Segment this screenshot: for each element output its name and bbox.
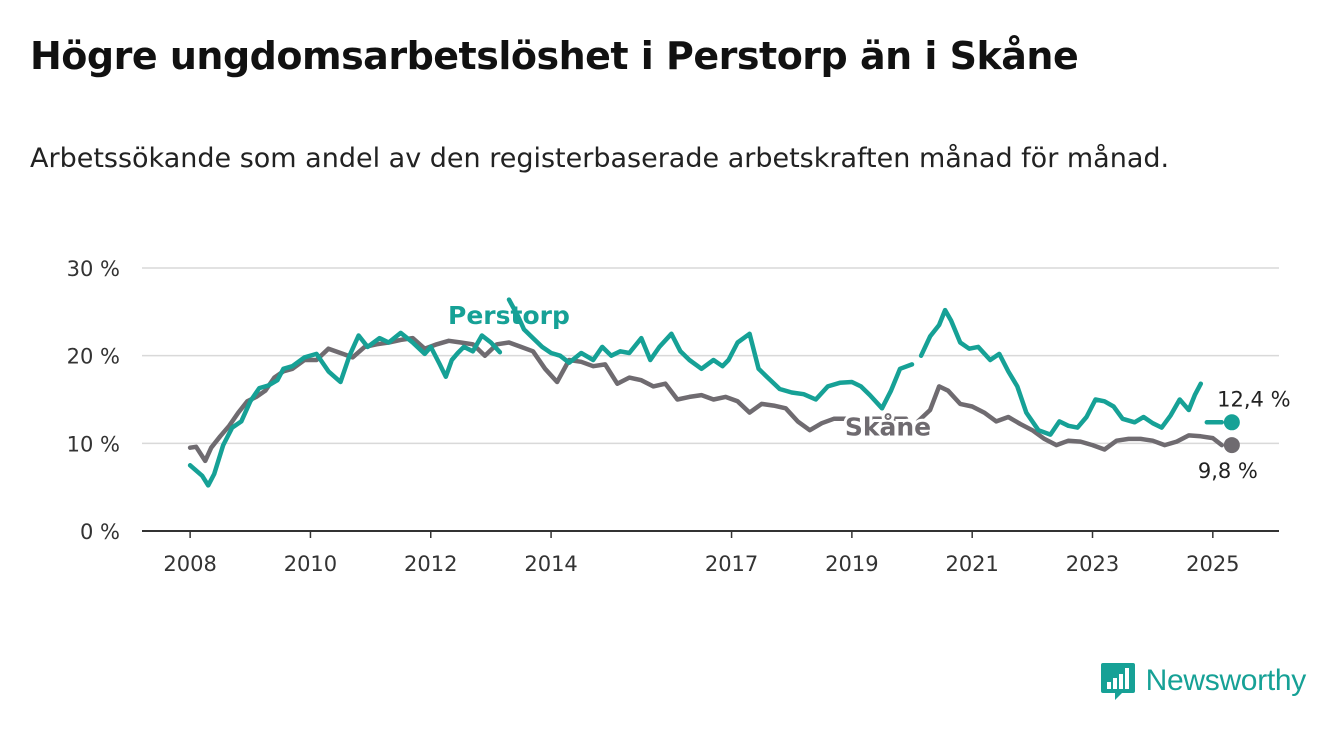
y-tick-label: 20 % — [67, 345, 120, 369]
series-line-skne — [187, 335, 1225, 464]
x-tick-label: 2025 — [1186, 552, 1239, 576]
brand-name: Newsworthy — [1145, 664, 1307, 697]
x-tick-label: 2017 — [705, 552, 758, 576]
series-lines — [187, 297, 1240, 488]
y-tick-label: 0 % — [80, 520, 120, 544]
x-tick-label: 2008 — [163, 552, 216, 576]
y-tick-label: 10 % — [67, 432, 120, 456]
end-value-label-perstorp: 12,4 % — [1217, 387, 1290, 411]
series-label-skane: Skåne — [845, 412, 931, 441]
end-point-marker — [1223, 414, 1240, 431]
chart-title: Högre ungdomsarbetslöshet i Perstorp än … — [30, 34, 1079, 78]
x-tick-label: 2021 — [945, 552, 998, 576]
line-chart: 0 % 10 % 20 % 30 % 2008 2010 2012 2014 2017 2019… — [67, 257, 1291, 576]
series-labels: Perstorp Skåne 12,4 % 9,8 % — [448, 301, 1290, 483]
x-tick-label: 2010 — [284, 552, 337, 576]
y-tick-label: 30 % — [67, 257, 120, 281]
x-tick-label: 2012 — [404, 552, 457, 576]
y-axis-ticks: 0 % 10 % 20 % 30 % — [67, 257, 120, 544]
x-tick-label: 2023 — [1066, 552, 1119, 576]
end-value-label-skane: 9,8 % — [1198, 459, 1258, 483]
series-line-perstorp — [187, 297, 1225, 488]
series-label-perstorp: Perstorp — [448, 301, 570, 330]
x-tick-label: 2014 — [524, 552, 577, 576]
end-point-marker — [1223, 437, 1240, 454]
bar-chart-logo-icon — [1100, 663, 1135, 700]
newsworthy-logo: Newsworthy — [1100, 660, 1306, 702]
x-axis-ticks: 2008 2010 2012 2014 2017 2019 2021 2023 2025 — [163, 531, 1240, 576]
x-tick-label: 2019 — [825, 552, 878, 576]
chart-subtitle: Arbetssökande som andel av den registerb… — [30, 143, 1170, 174]
